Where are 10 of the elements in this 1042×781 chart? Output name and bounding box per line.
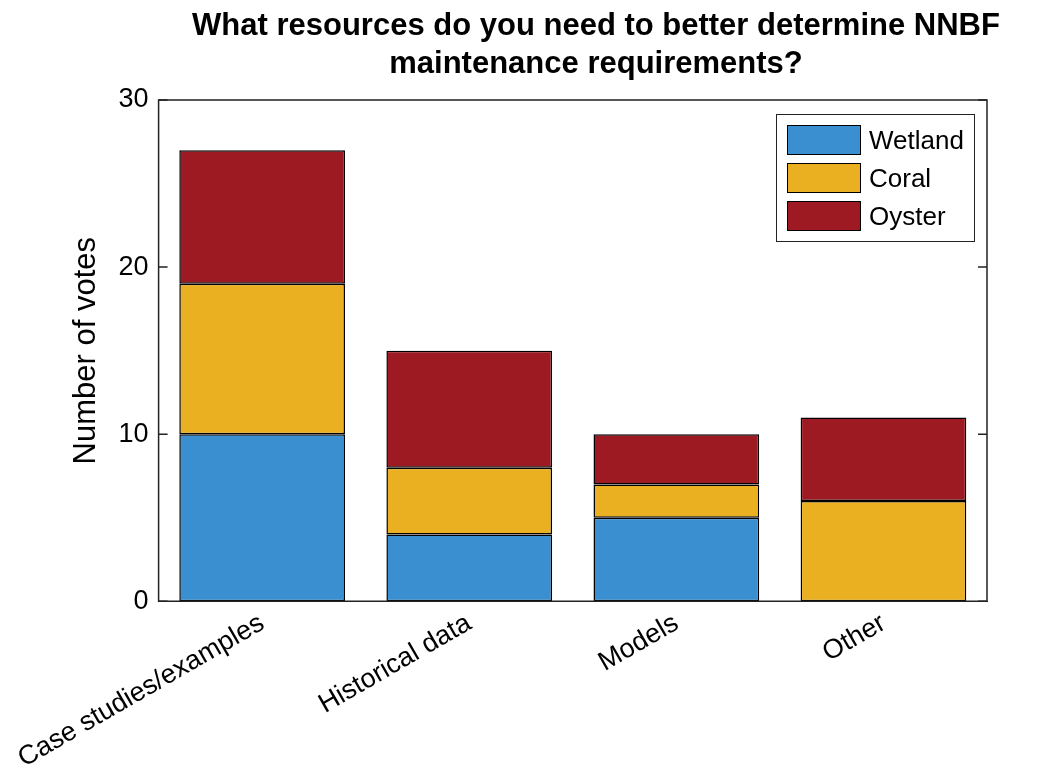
- legend-label: Coral: [869, 162, 932, 194]
- chart-title: What resources do you need to better determine NNBF maintenance requirements?: [191, 6, 1001, 82]
- legend-label: Wetland: [869, 124, 964, 156]
- y-tick-label: 10: [118, 417, 149, 448]
- y-tick-label: 30: [118, 83, 149, 114]
- y-tick-label: 0: [133, 584, 149, 615]
- y-axis-title: Number of votes: [66, 236, 102, 465]
- x-tick-label: Other: [816, 607, 891, 667]
- y-tick-label: 20: [118, 250, 149, 281]
- legend-label: Oyster: [869, 200, 946, 232]
